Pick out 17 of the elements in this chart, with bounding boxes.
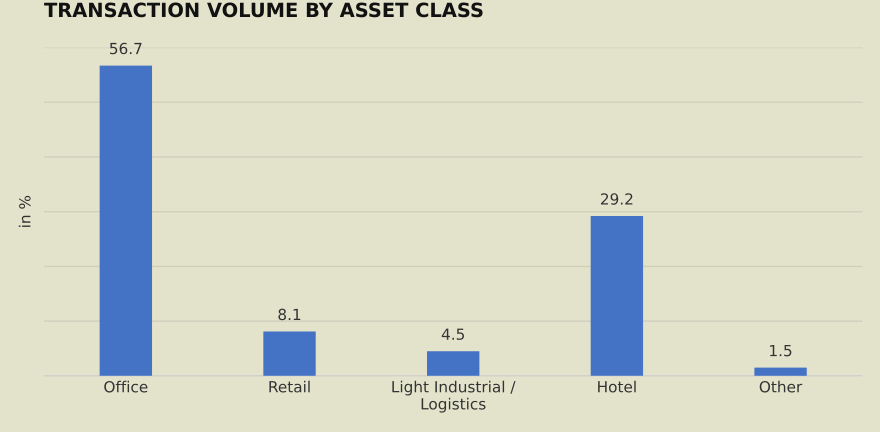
x-tick-label: Hotel: [598, 380, 636, 393]
bar: [590, 216, 644, 376]
data-label: 56.7: [110, 42, 142, 54]
x-tick-label: Light Industrial / Logistics: [392, 380, 516, 413]
chart-title: TRANSACTION VOLUME BY ASSET CLASS: [44, 2, 483, 18]
data-label: 29.2: [600, 193, 632, 205]
bar: [100, 66, 152, 376]
data-label: 8.1: [278, 308, 300, 320]
data-label: 1.5: [770, 344, 792, 356]
bar: [263, 332, 316, 376]
x-tick-label: Office: [104, 380, 148, 393]
bar: [427, 351, 480, 376]
data-label: 4.5: [442, 328, 464, 340]
bar: [754, 368, 807, 376]
x-tick-label: Retail: [269, 380, 310, 393]
x-tick-label: Other: [760, 380, 802, 393]
y-axis-title: in %: [18, 196, 31, 227]
